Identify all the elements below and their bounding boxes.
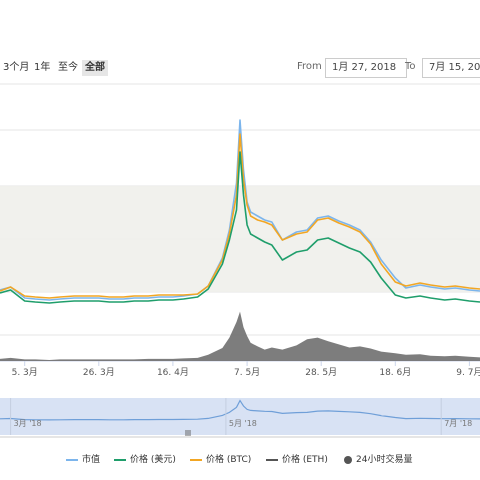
x-tick-label: 26. 3月 [83,367,115,378]
navigator-series [0,399,480,421]
legend-label: 24小时交易量 [356,455,413,465]
navigator-label: 5月 '18 [229,419,257,428]
to-label: To [405,61,416,72]
series-line-price-btc [0,133,480,299]
legend-label: 市值 [82,455,101,465]
navigator-selection[interactable] [0,398,480,435]
series-line-price-usd [0,151,480,304]
series-line-market-cap [0,119,480,301]
from-label: From [297,61,322,72]
legend-item-price-eth[interactable]: 价格 (ETH) [266,452,328,465]
range-button-all[interactable]: 全部 [82,60,108,76]
volume-series [0,311,480,361]
legend-label: 价格 (BTC) [206,455,252,465]
x-tick-label: 7. 5月 [234,367,260,378]
legend-label: 价格 (美元) [130,455,176,465]
volume-area [0,311,480,361]
range-toolbar: 3个月 1年 至今 全部 From 1月 27, 2018 To 7月 15, … [0,57,480,79]
legend-dot [344,455,352,464]
to-date-input[interactable]: 7月 15, 2018 [422,58,480,78]
x-tick-label: 18. 6月 [379,367,411,378]
navigator-label: 3月 '18 [14,419,42,428]
range-button-ytd[interactable]: 至今 [58,62,78,73]
legend-label: 价格 (ETH) [282,455,328,465]
x-tick-label: 28. 5月 [305,367,337,378]
highlight-band [0,186,480,292]
legend-item-price-btc[interactable]: 价格 (BTC) [190,452,251,465]
legend-swatch [114,458,126,461]
x-tick-label: 5. 3月 [12,367,38,378]
navigator: 3月 '18 5月 '18 7月 '18 [0,398,480,435]
legend-item-market-cap[interactable]: 市值 [66,452,100,465]
navigator-label: 7月 '18 [444,419,472,428]
legend: 市值 价格 (美元) 价格 (BTC) 价格 (ETH) 24小时交易量 [0,449,480,467]
from-date-input[interactable]: 1月 27, 2018 [325,58,407,78]
x-tick-label: 9. 7月 [456,367,480,378]
legend-swatch [190,458,202,461]
navigator-scroll-handle[interactable] [185,430,191,436]
range-button-3m[interactable]: 3个月 [3,62,30,73]
price-series [0,119,480,304]
legend-swatch [266,458,278,461]
legend-swatch [66,458,78,461]
legend-item-volume[interactable]: 24小时交易量 [344,452,412,465]
x-axis: 5. 3月 26. 3月 16. 4月 7. 5月 28. 5月 18. 6月 9. 7月 [12,361,480,378]
price-chart: 5. 3月 26. 3月 16. 4月 7. 5月 28. 5月 18. 6月 9. 7月 … [0,83,480,438]
legend-item-price-usd[interactable]: 价格 (美元) [114,452,176,465]
x-tick-label: 16. 4月 [157,367,189,378]
range-button-1y[interactable]: 1年 [34,62,51,73]
